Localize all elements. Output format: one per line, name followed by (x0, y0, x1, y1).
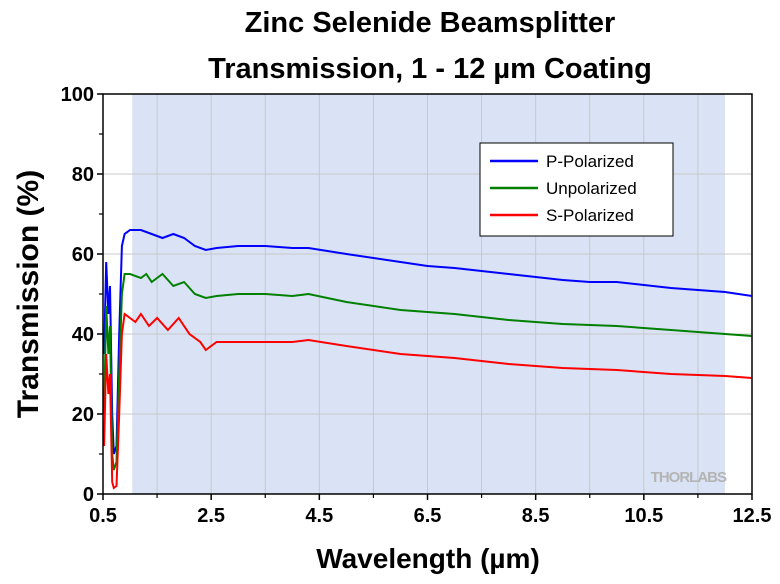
chart-title: Zinc Selenide Beamsplitter (245, 7, 616, 39)
x-tick-label: 4.5 (305, 505, 333, 527)
chart-title: Transmission, 1 - 12 µm Coating (208, 53, 652, 85)
x-tick-label: 12.5 (733, 505, 772, 527)
y-tick-label: 40 (72, 324, 94, 346)
data-line (103, 272, 753, 471)
y-tick-label: 100 (61, 84, 94, 106)
legend-box (479, 142, 674, 237)
y-tick-label: 60 (72, 244, 94, 266)
x-tick-label: 0.5 (89, 505, 117, 527)
x-tick-label: 6.5 (414, 505, 442, 527)
legend-label: Unpolarized (546, 179, 637, 198)
legend: P-Polarized Unpolarized S-Polarized (479, 142, 674, 237)
x-axis-label: Wavelength (µm) (316, 543, 540, 574)
y-tick-label: 20 (72, 404, 94, 426)
x-tick-label: 8.5 (522, 505, 550, 527)
watermark: THORLABS (651, 469, 727, 486)
x-tick-label: 10.5 (624, 505, 663, 527)
y-axis-label: Transmission (%) (12, 170, 45, 418)
data-line (103, 312, 753, 490)
legend-label: P-Polarized (546, 152, 634, 171)
y-tick-label: 0 (83, 484, 94, 506)
y-tick-label: 80 (72, 164, 94, 186)
data-line (103, 229, 753, 455)
x-tick-label: 2.5 (197, 505, 225, 527)
legend-label: S-Polarized (546, 206, 634, 225)
